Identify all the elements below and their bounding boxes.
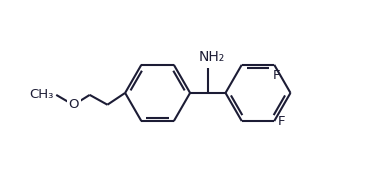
Text: NH₂: NH₂ <box>199 50 225 64</box>
Text: O: O <box>69 98 79 111</box>
Text: F: F <box>278 115 286 128</box>
Text: CH₃: CH₃ <box>29 88 53 101</box>
Text: F: F <box>273 69 280 82</box>
